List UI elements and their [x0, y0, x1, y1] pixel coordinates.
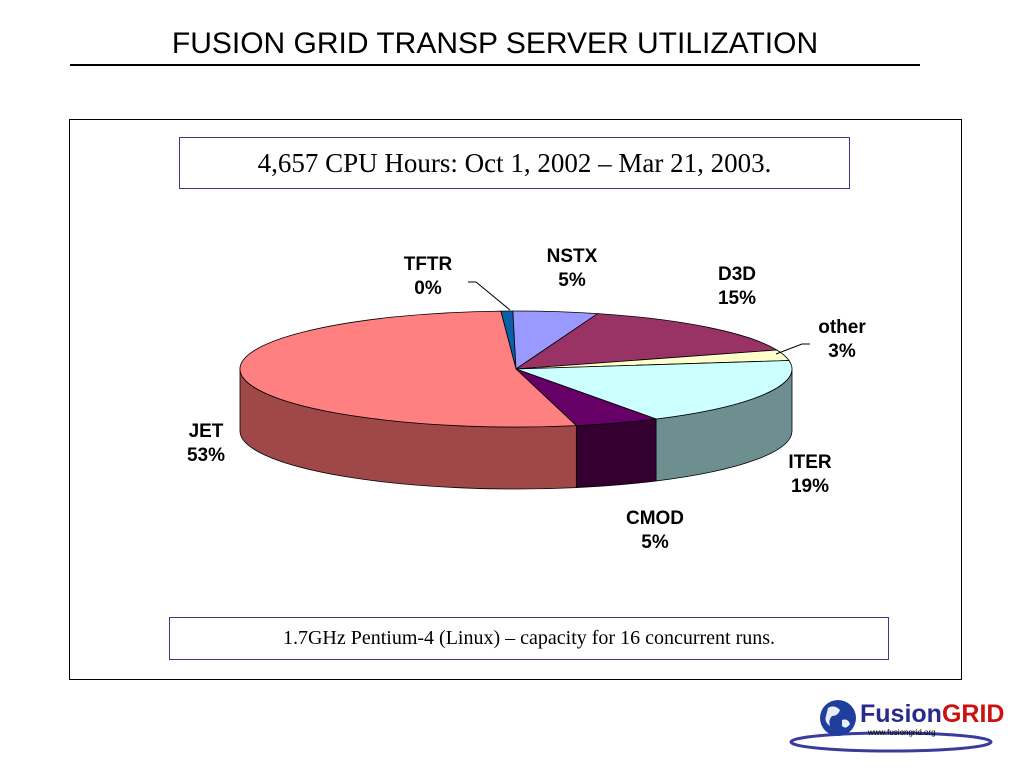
leader-line-other [775, 343, 810, 355]
slice-percent-tftr: 0% [414, 278, 442, 299]
slice-label-tftr: TFTR [404, 254, 453, 275]
slice-percent-nstx: 5% [558, 270, 586, 291]
slice-label-d3d: D3D [718, 264, 756, 285]
chart-title: 4,657 CPU Hours: Oct 1, 2002 – Mar 21, 2… [179, 137, 850, 189]
logo-brand-fusion: Fusion [860, 700, 942, 728]
slice-percent-d3d: 15% [718, 288, 756, 309]
pie-tops [239, 310, 793, 428]
fusiongrid-logo: FusionGRID www.fusiongrid.org [786, 690, 1004, 756]
pie-leaders [468, 281, 810, 355]
chart-frame [69, 119, 962, 680]
logo-url: www.fusiongrid.org [868, 728, 936, 737]
slice-label-other: other [818, 317, 866, 338]
pie-labels: TFTR 0% NSTX 5% D3D 15% other 3% ITER 19% CMOD 5% JE… [187, 246, 866, 553]
slice-label-cmod: CMOD [626, 508, 684, 529]
slice-percent-other: 3% [828, 341, 856, 362]
pie-side-cmod [575, 418, 657, 489]
globe-icon [789, 700, 993, 753]
pie-slice-iter [515, 360, 793, 420]
slice-percent-jet: 53% [187, 445, 225, 466]
slice-label-nstx: NSTX [547, 246, 598, 267]
chart-footnote: 1.7GHz Pentium-4 (Linux) – capacity for … [169, 617, 889, 660]
slice-percent-cmod: 5% [641, 532, 669, 553]
slice-label-iter: ITER [788, 452, 832, 473]
pie-slice-d3d [514, 313, 779, 370]
slide-title: FUSION GRID TRANSP SERVER UTILIZATION [70, 24, 920, 66]
pie-slice-jet [239, 310, 578, 428]
leader-line-tftr [468, 281, 511, 311]
slice-label-jet: JET [189, 421, 224, 442]
logo-brand-grid: GRID [941, 700, 1005, 728]
slice-percent-iter: 19% [791, 476, 829, 497]
